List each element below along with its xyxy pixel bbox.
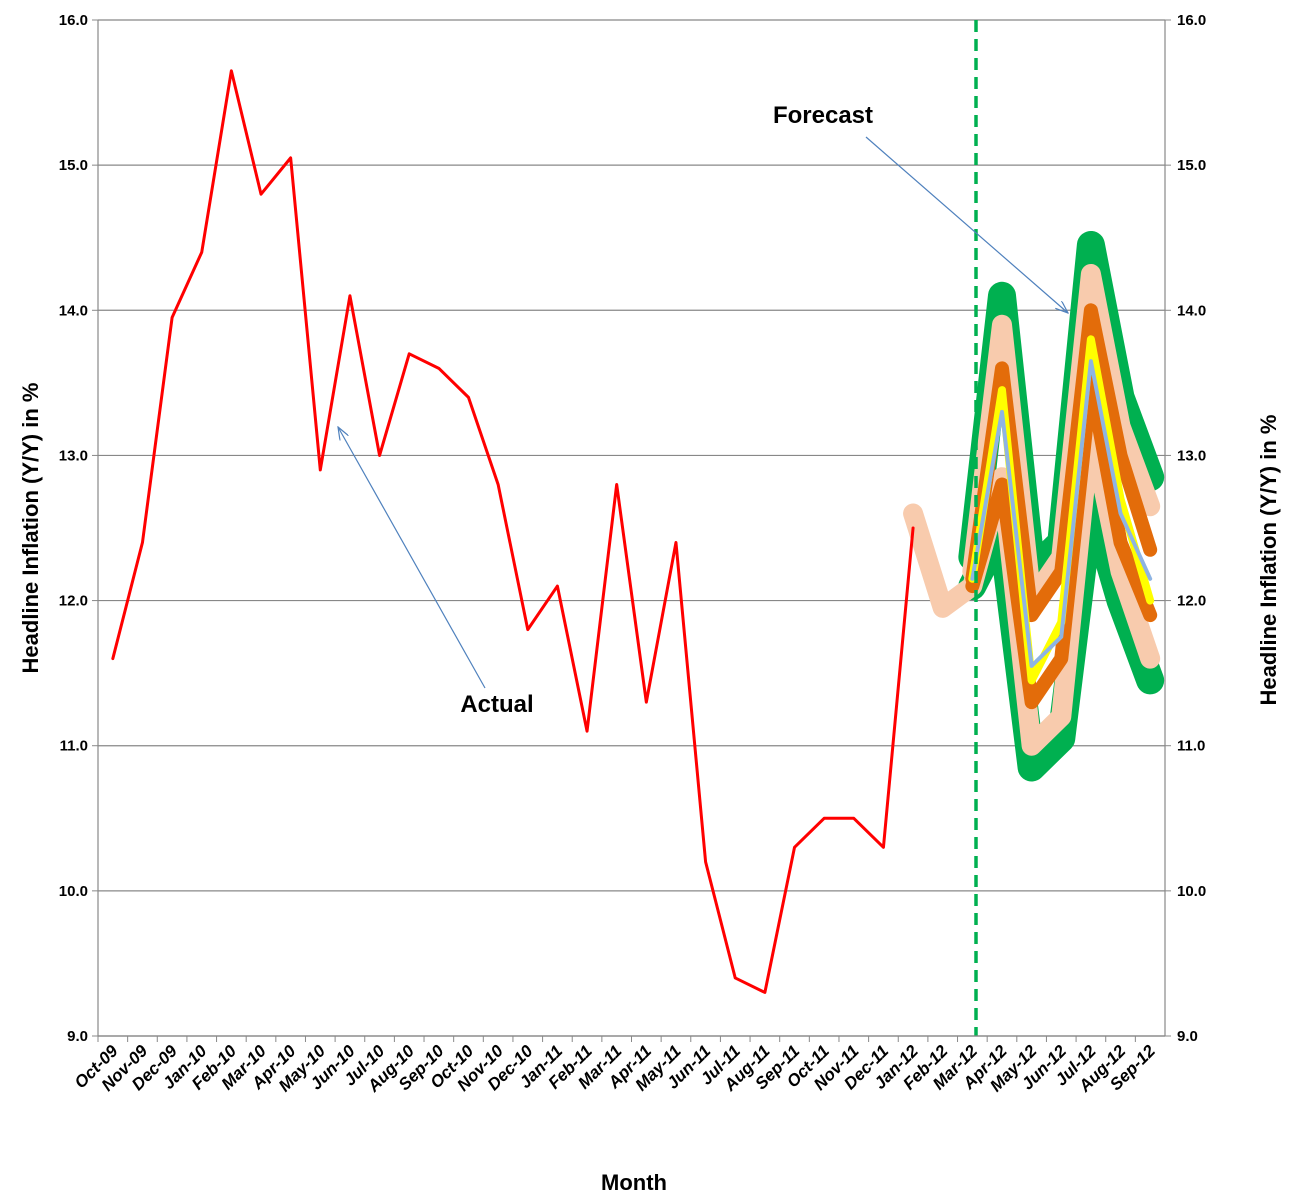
- y-axis-title: Headline Inflation (Y/Y) in %: [18, 383, 43, 674]
- y2-axis-title: Headline Inflation (Y/Y) in %: [1256, 415, 1281, 706]
- series-line: [965, 303, 1158, 623]
- y-tick-label: 10.0: [59, 883, 88, 900]
- y2-tick-label: 14.0: [1177, 302, 1206, 319]
- y-tick-label: 9.0: [67, 1028, 88, 1045]
- y2-tick-label: 11.0: [1177, 738, 1205, 755]
- annotation: Actual: [460, 691, 533, 718]
- y-tick-label: 16.0: [59, 12, 88, 29]
- y2-tick-label: 16.0: [1177, 12, 1206, 29]
- series-line: [970, 359, 1153, 668]
- y-tick-label: 15.0: [59, 157, 88, 174]
- series-line: [111, 69, 915, 994]
- annotation-arrow: [865, 136, 1068, 313]
- plot-area: [111, 69, 1165, 994]
- y2-tick-label: 13.0: [1177, 447, 1206, 464]
- y-tick-label: 12.0: [59, 593, 88, 610]
- annotation-arrow: [338, 427, 486, 689]
- series-line: [965, 375, 1158, 710]
- y-tick-label: 14.0: [59, 302, 88, 319]
- x-axis-title: Month: [601, 1170, 667, 1195]
- y-tick-label: 13.0: [59, 447, 88, 464]
- y2-tick-label: 9.0: [1177, 1028, 1198, 1045]
- y2-tick-label: 10.0: [1177, 883, 1206, 900]
- grid: [98, 19, 1165, 1037]
- y2-tick-label: 15.0: [1177, 157, 1206, 174]
- annotation: Forecast: [773, 102, 873, 129]
- y-tick-label: 11.0: [60, 738, 88, 755]
- y2-tick-label: 12.0: [1177, 593, 1206, 610]
